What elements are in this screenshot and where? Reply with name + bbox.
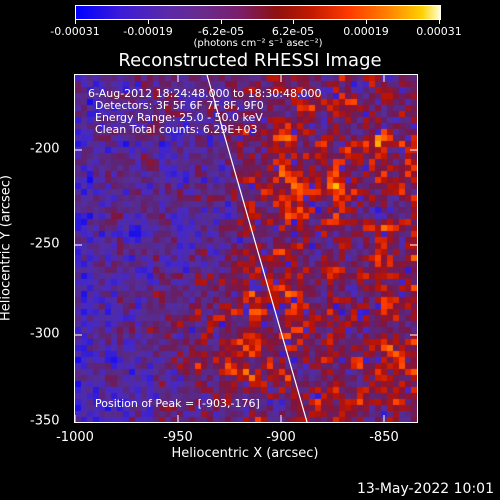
rhessi-heatmap — [75, 75, 417, 422]
colorbar-tick-label: 0.00031 — [416, 25, 462, 38]
colorbar-tick — [148, 19, 149, 24]
x-axis-label: Heliocentric X (arcsec) — [171, 446, 319, 461]
colorbar-tick-label: -0.00031 — [50, 25, 100, 38]
x-tick-label: -1000 — [56, 430, 94, 445]
colorbar-tick — [221, 19, 222, 24]
y-tick-label: -300 — [30, 326, 60, 342]
colorbar — [75, 5, 441, 20]
render-timestamp: 13-May-2022 10:01 — [356, 481, 494, 497]
image-plot-area — [74, 74, 418, 423]
colorbar-tick-label: -0.00019 — [123, 25, 173, 38]
info-detectors: Detectors: 3F 5F 6F 7F 8F, 9F0 — [95, 99, 264, 112]
colorbar-tick — [293, 19, 294, 24]
solar-limb-line — [206, 75, 308, 422]
info-time-range: 6-Aug-2012 18:24:48.000 to 18:30:48.000 — [88, 87, 322, 100]
plot-overlay — [75, 75, 417, 422]
info-energy-range: Energy Range: 25.0 - 50.0 keV — [95, 111, 263, 124]
colorbar-unit-label: (photons cm⁻² s⁻¹ asec⁻²) — [193, 38, 323, 49]
plot-title: Reconstructed RHESSI Image — [118, 50, 382, 71]
x-tick-label: -900 — [266, 430, 296, 445]
info-method-counts: Clean Total counts: 6.29E+03 — [95, 123, 258, 136]
colorbar-tick-label: -6.2e-05 — [197, 25, 245, 38]
colorbar-tick-label: 6.2e-05 — [271, 25, 315, 38]
info-peak-position: Position of Peak = [-903,-176] — [95, 397, 260, 410]
y-tick-label: -200 — [30, 141, 60, 157]
y-tick-label: -250 — [30, 236, 60, 252]
colorbar-tick-label: 0.00019 — [343, 25, 389, 38]
colorbar-tick — [366, 19, 367, 24]
y-axis-label-text: Heliocentric Y (arcsec) — [0, 175, 14, 321]
colorbar-tick — [439, 19, 440, 24]
x-tick-label: -950 — [163, 430, 193, 445]
colorbar-tick — [75, 19, 76, 24]
y-tick-label: -350 — [30, 413, 60, 429]
x-tick-label: -850 — [369, 430, 399, 445]
